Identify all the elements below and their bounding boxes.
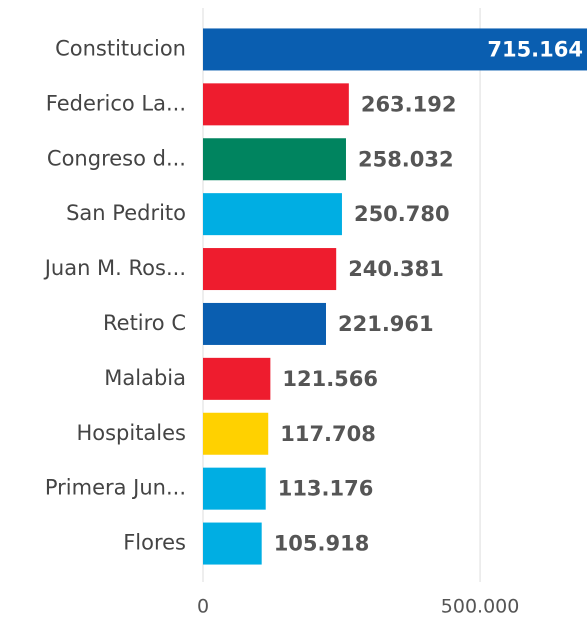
x-tick-label: 0 — [197, 596, 209, 618]
value-label: 105.918 — [274, 532, 370, 556]
value-label: 117.708 — [280, 422, 376, 446]
x-tick-label: 500.000 — [441, 596, 520, 618]
category-label: Retiro C — [103, 311, 186, 335]
bar — [203, 467, 266, 510]
category-label: Constitucion — [55, 36, 186, 60]
value-label: 221.961 — [338, 312, 434, 336]
value-label: 240.381 — [348, 257, 444, 281]
bar — [203, 412, 269, 455]
value-label: 121.566 — [282, 367, 378, 391]
bar — [203, 302, 326, 345]
category-label: Flores — [123, 531, 186, 555]
bar — [203, 522, 262, 565]
bar — [203, 248, 337, 291]
category-label: Malabia — [104, 366, 186, 390]
value-label: 250.780 — [354, 202, 450, 226]
bar — [203, 138, 346, 181]
value-label: 113.176 — [278, 477, 374, 501]
value-label: 258.032 — [358, 147, 454, 171]
category-label: Congreso d... — [47, 146, 186, 170]
bar — [203, 83, 349, 126]
category-label: San Pedrito — [66, 201, 186, 225]
bar — [203, 28, 587, 71]
category-label: Primera Jun... — [45, 476, 186, 500]
category-label: Federico La... — [46, 91, 186, 115]
category-label: Juan M. Ros... — [43, 256, 186, 280]
bar — [203, 193, 342, 236]
category-label: Hospitales — [76, 421, 186, 445]
value-label: 263.192 — [361, 92, 457, 116]
bar — [203, 357, 271, 400]
value-label: 715.164 — [487, 37, 583, 61]
